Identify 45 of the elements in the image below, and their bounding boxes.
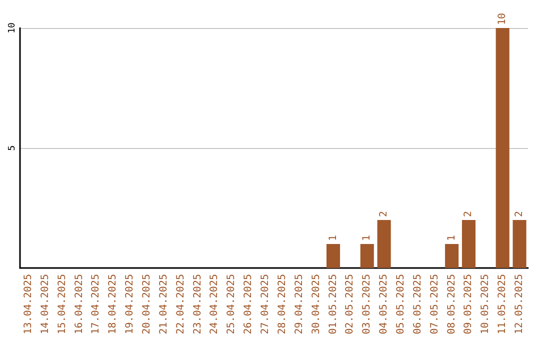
x-tick-label: 30.04.2025 xyxy=(310,274,322,334)
x-tick-label: 06.05.2025 xyxy=(412,274,424,334)
x-tick-label: 14.04.2025 xyxy=(40,274,51,334)
x-tick-label: 26.04.2025 xyxy=(243,274,254,334)
data-label: 2 xyxy=(463,210,474,217)
data-label: 2 xyxy=(514,210,526,217)
x-tick-label: 16.04.2025 xyxy=(74,274,85,334)
bar xyxy=(360,244,374,268)
x-tick-label: 29.04.2025 xyxy=(294,274,305,334)
bar xyxy=(462,220,476,268)
bar xyxy=(326,244,340,268)
x-tick-label: 25.04.2025 xyxy=(226,274,238,334)
x-tick-label: 28.04.2025 xyxy=(276,274,288,334)
data-label: 10 xyxy=(497,12,508,25)
x-tick-label: 02.05.2025 xyxy=(344,274,356,334)
x-tick-label: 12.05.2025 xyxy=(514,274,526,334)
x-tick-label: 27.04.2025 xyxy=(260,274,272,334)
x-tick-label: 17.04.2025 xyxy=(90,274,102,334)
x-tick-label: 15.04.2025 xyxy=(56,274,68,334)
y-tick-label: 5 xyxy=(8,145,18,151)
x-tick-label: 07.05.2025 xyxy=(429,274,440,334)
x-tick-label: 04.05.2025 xyxy=(378,274,390,334)
x-tick-label: 19.04.2025 xyxy=(124,274,136,334)
x-tick-label: 10.05.2025 xyxy=(480,274,492,334)
bar xyxy=(445,244,459,268)
x-tick-label: 05.05.2025 xyxy=(396,274,406,334)
x-tick-label: 18.04.2025 xyxy=(108,274,119,334)
bar xyxy=(377,220,391,268)
x-tick-label: 24.04.2025 xyxy=(209,274,220,334)
x-tick-label: 11.05.2025 xyxy=(497,274,508,334)
data-label: 1 xyxy=(362,234,373,241)
bar xyxy=(512,220,526,268)
x-tick-label: 23.04.2025 xyxy=(192,274,204,334)
x-tick-label: 21.04.2025 xyxy=(158,274,170,334)
x-tick-label: 22.04.2025 xyxy=(175,274,186,334)
x-tick-label: 08.05.2025 xyxy=(446,274,458,334)
x-tick-label: 09.05.2025 xyxy=(463,274,474,334)
x-tick-label: 13.04.2025 xyxy=(22,274,34,334)
x-tick-label: 03.05.2025 xyxy=(362,274,373,334)
data-label: 2 xyxy=(378,210,390,217)
data-label: 1 xyxy=(446,234,458,241)
x-tick-label: 01.05.2025 xyxy=(328,274,339,334)
bar xyxy=(496,28,510,268)
data-label: 1 xyxy=(328,234,339,241)
x-tick-label: 20.04.2025 xyxy=(142,274,152,334)
